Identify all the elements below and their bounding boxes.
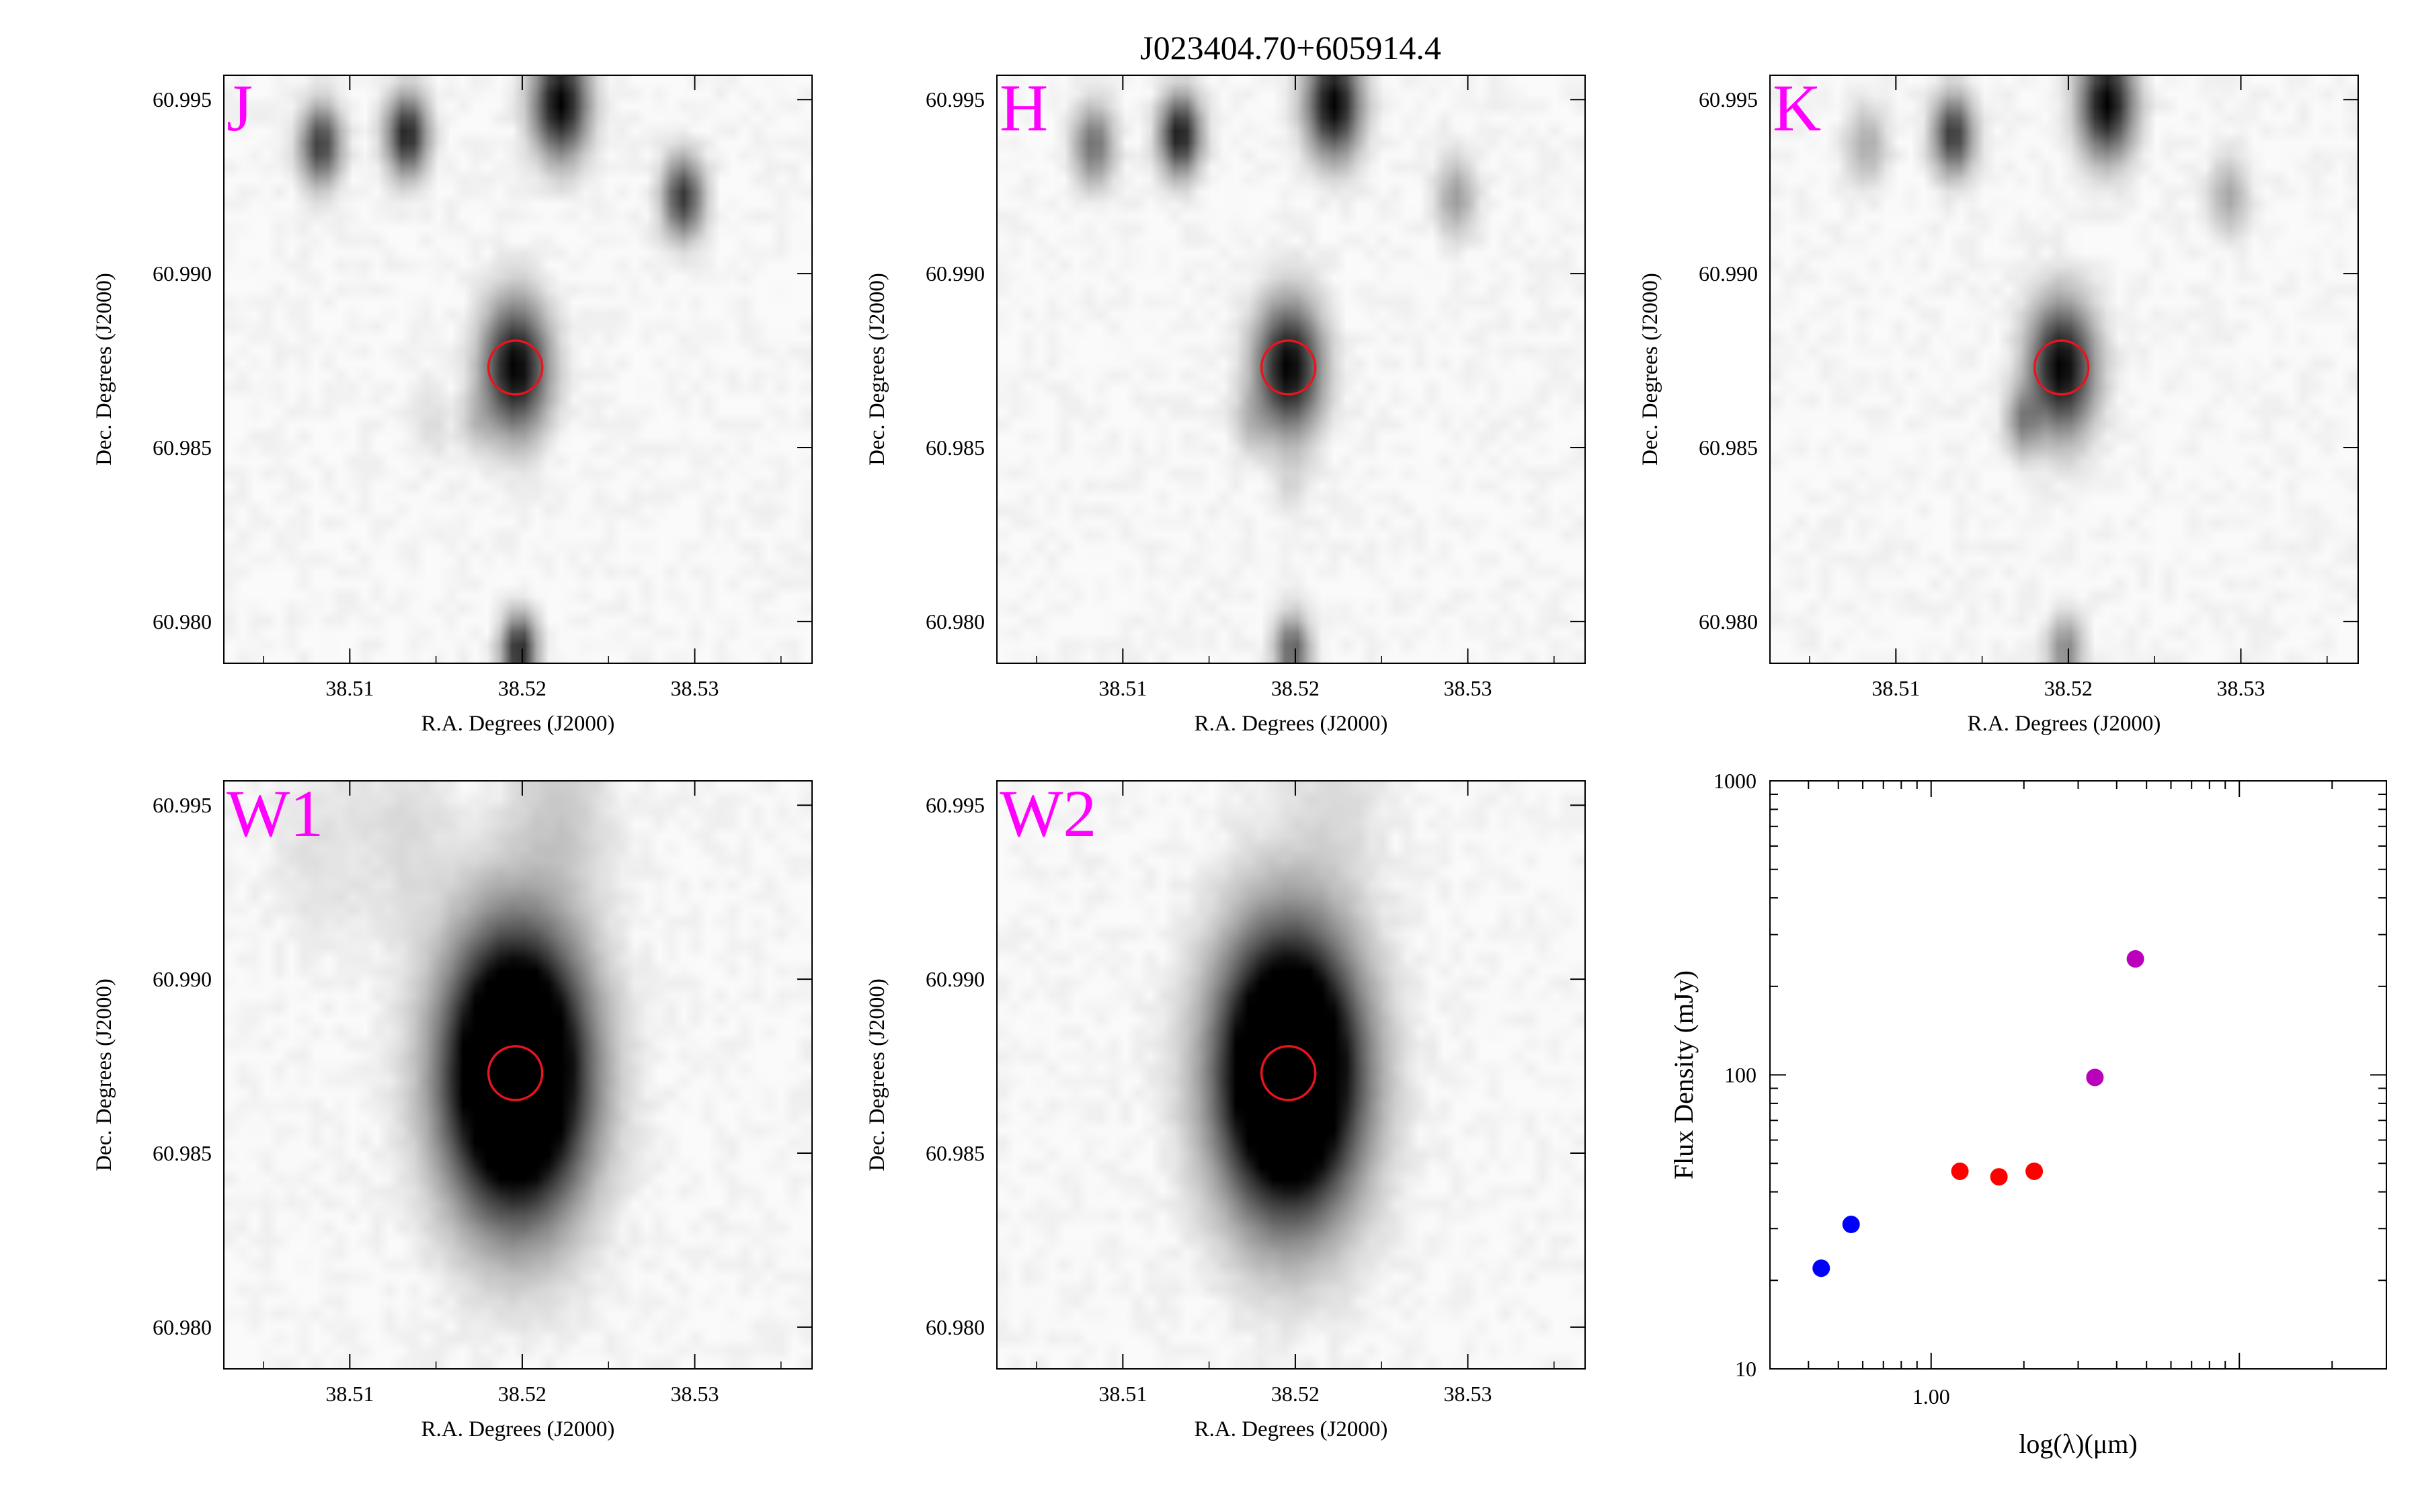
y-axis-label: Dec. Degrees (J2000): [92, 273, 116, 466]
x-axis-label: R.A. Degrees (J2000): [421, 712, 615, 736]
y-tick-label: 60.985: [1699, 435, 1758, 460]
y-tick-label: 60.980: [926, 610, 985, 634]
figure-title: J023404.70+605914.4: [1140, 29, 1441, 67]
x-tick-label: 38.51: [325, 676, 374, 700]
x-tick-label: 38.53: [2217, 676, 2265, 700]
x-tick-label: 38.51: [1098, 676, 1147, 700]
y-tick-label: 10: [1735, 1357, 1757, 1381]
y-tick-label: 60.995: [153, 87, 212, 112]
x-tick-label: 38.51: [1098, 1382, 1147, 1406]
x-axis-label: log(λ)(μm): [2019, 1429, 2137, 1459]
target-aperture: [487, 1045, 544, 1101]
target-aperture: [2033, 339, 2090, 396]
panel-frame: [1769, 780, 2387, 1370]
y-tick-label: 60.995: [926, 793, 985, 817]
panel-frame: [996, 780, 1586, 1370]
y-tick-label: 100: [1724, 1063, 1757, 1087]
target-aperture: [1260, 339, 1317, 396]
y-tick-label: 60.980: [153, 610, 212, 634]
y-tick-label: 60.980: [1699, 610, 1758, 634]
y-tick-label: 60.985: [926, 435, 985, 460]
panel-frame: [223, 780, 813, 1370]
data-point: [1990, 1168, 2008, 1186]
panel-sed: 10 100 1000 1.00 log(λ)(μm) Flux Density (mJy…: [1668, 769, 2387, 1459]
data-point: [2086, 1068, 2104, 1087]
y-tick-label: 60.985: [153, 435, 212, 460]
data-point: [2126, 950, 2144, 968]
data-point: [1951, 1162, 1969, 1180]
x-axis-label: R.A. Degrees (J2000): [1195, 1417, 1388, 1441]
target-aperture: [487, 339, 544, 396]
band-label: H: [1000, 71, 1048, 145]
panel-h: 38.51 38.52 38.53 60.980 60.985 60.990 60.995 R…: [865, 71, 1586, 736]
y-tick-label: 60.990: [153, 967, 212, 991]
x-tick-label: 38.52: [1271, 676, 1320, 700]
band-label: W2: [1000, 776, 1096, 851]
x-tick-label: 38.52: [498, 1382, 547, 1406]
y-tick-label: 60.995: [1699, 87, 1758, 112]
y-tick-label: 1000: [1713, 769, 1757, 793]
panel-frame: [223, 75, 813, 664]
x-tick-label: 38.52: [1271, 1382, 1320, 1406]
sky-image: [224, 781, 812, 1369]
y-tick-label: 60.985: [926, 1141, 985, 1165]
y-axis-label: Dec. Degrees (J2000): [865, 273, 889, 466]
panel-k: 38.51 38.52 38.53 60.980 60.985 60.990 60.995 R…: [1638, 71, 2359, 736]
panel-w1: 38.51 38.52 38.53 60.980 60.985 60.990 60.995 R…: [92, 776, 813, 1441]
y-axis-label: Dec. Degrees (J2000): [92, 978, 116, 1171]
x-tick-label: 38.52: [2044, 676, 2093, 700]
x-tick-label: 38.53: [1444, 1382, 1492, 1406]
panel-frame: [996, 75, 1586, 664]
y-tick-label: 60.990: [926, 261, 985, 286]
y-tick-label: 60.980: [153, 1315, 212, 1339]
y-axis-label: Dec. Degrees (J2000): [865, 978, 889, 1171]
y-tick-label: 60.980: [926, 1315, 985, 1339]
band-label: J: [227, 71, 253, 145]
x-tick-label: 1.00: [1912, 1384, 1950, 1409]
x-tick-label: 38.53: [671, 676, 719, 700]
y-tick-label: 60.990: [153, 261, 212, 286]
data-point: [2025, 1162, 2044, 1180]
sky-image: [997, 75, 1585, 663]
y-tick-label: 60.990: [1699, 261, 1758, 286]
band-label: W1: [227, 776, 323, 851]
panel-j: 38.51 38.52 38.53 60.980 60.985 60.990 60.995 R…: [92, 71, 813, 736]
x-axis-label: R.A. Degrees (J2000): [421, 1417, 615, 1441]
y-axis-label: Flux Density (mJy): [1668, 970, 1699, 1179]
x-tick-label: 38.52: [498, 676, 547, 700]
band-label: K: [1773, 71, 1821, 145]
sky-image: [997, 781, 1585, 1369]
y-axis-label: Dec. Degrees (J2000): [1638, 273, 1662, 466]
sky-image: [224, 75, 812, 663]
x-tick-label: 38.51: [1871, 676, 1920, 700]
y-tick-label: 60.995: [926, 87, 985, 112]
data-point: [1812, 1259, 1830, 1277]
y-tick-label: 60.990: [926, 967, 985, 991]
panel-frame: [1769, 75, 2359, 664]
x-axis-label: R.A. Degrees (J2000): [1968, 712, 2161, 736]
data-point: [1842, 1216, 1860, 1234]
y-tick-label: 60.985: [153, 1141, 212, 1165]
x-tick-label: 38.51: [325, 1382, 374, 1406]
x-tick-label: 38.53: [671, 1382, 719, 1406]
x-tick-label: 38.53: [1444, 676, 1492, 700]
panel-w2: 38.51 38.52 38.53 60.980 60.985 60.990 60.995 R…: [865, 776, 1586, 1441]
x-axis-label: R.A. Degrees (J2000): [1195, 712, 1388, 736]
target-aperture: [1260, 1045, 1317, 1101]
y-tick-label: 60.995: [153, 793, 212, 817]
sky-image: [1770, 75, 2358, 663]
